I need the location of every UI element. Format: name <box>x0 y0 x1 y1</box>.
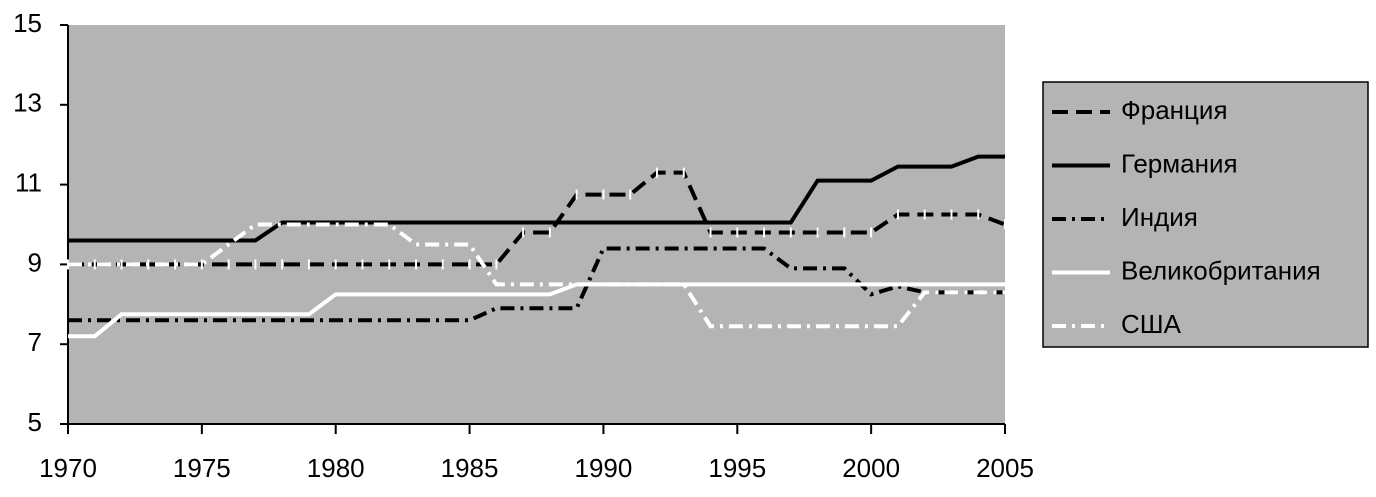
y-tick-label: 13 <box>13 88 42 118</box>
x-tick-label: 1990 <box>575 453 633 483</box>
legend-label: Франция <box>1121 95 1228 125</box>
y-tick-label: 5 <box>28 407 42 437</box>
legend-label: Германия <box>1121 148 1238 178</box>
y-tick-label: 15 <box>13 8 42 38</box>
x-tick-label: 1995 <box>708 453 766 483</box>
y-tick-label: 9 <box>28 247 42 277</box>
x-tick-label: 1985 <box>441 453 499 483</box>
legend-label: США <box>1121 309 1182 339</box>
x-tick-label: 1975 <box>173 453 231 483</box>
x-tick-label: 1980 <box>307 453 365 483</box>
y-tick-label: 11 <box>15 167 42 197</box>
series-line <box>68 246 1005 323</box>
y-tick-label: 7 <box>28 327 42 357</box>
series-line <box>68 154 1005 243</box>
series-line <box>68 282 1005 339</box>
x-tick-label: 1970 <box>39 453 97 483</box>
legend-label: Индия <box>1121 202 1198 232</box>
series-line <box>68 170 1006 267</box>
series-line <box>68 222 1005 329</box>
legend-box <box>1042 81 1369 348</box>
x-tick-label: 2000 <box>842 453 900 483</box>
x-tick-label: 2005 <box>976 453 1034 483</box>
legend-label: Великобритания <box>1121 255 1321 285</box>
